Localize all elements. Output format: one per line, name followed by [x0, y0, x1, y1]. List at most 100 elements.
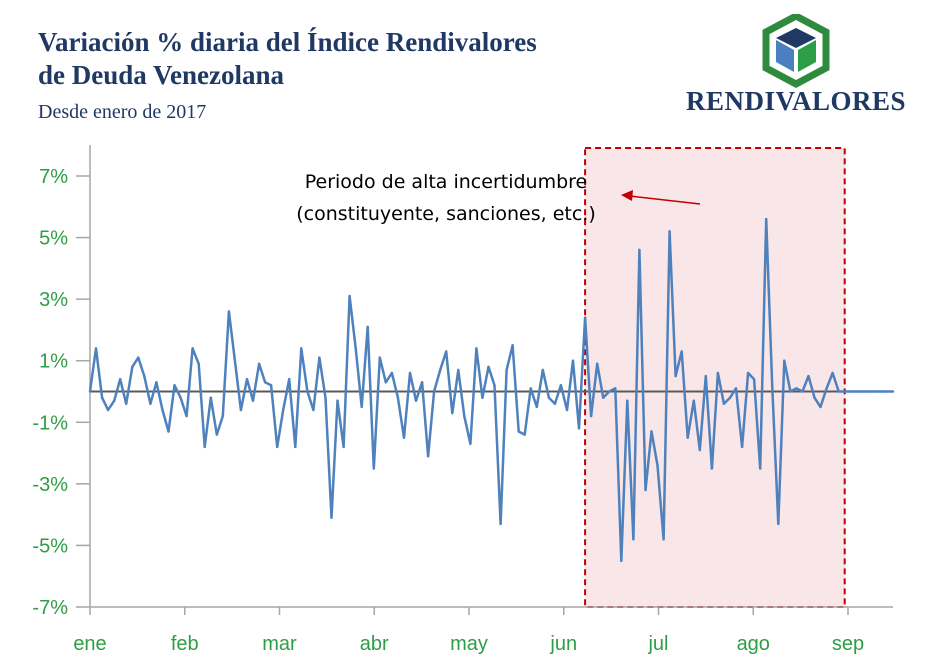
- data-point: [771, 384, 774, 387]
- logo-cube-left: [776, 40, 794, 72]
- data-point: [414, 399, 418, 402]
- data-point: [149, 402, 152, 405]
- data-point: [849, 390, 852, 393]
- data-point: [426, 455, 430, 458]
- data-point: [106, 408, 110, 412]
- data-point: [372, 467, 375, 470]
- data-point: [451, 411, 454, 415]
- data-point: [179, 396, 182, 399]
- data-point: [100, 396, 104, 399]
- data-point: [801, 390, 804, 393]
- x-tick-label: jul: [647, 633, 668, 655]
- data-point: [463, 414, 466, 418]
- data-point: [571, 359, 575, 362]
- logo-hexagon-frame: [762, 14, 830, 88]
- data-point: [692, 399, 695, 402]
- data-point: [396, 396, 400, 399]
- data-point: [137, 356, 140, 359]
- data-point: [88, 390, 92, 393]
- data-point: [535, 405, 538, 409]
- data-point: [783, 359, 786, 362]
- data-point: [233, 359, 237, 362]
- data-point: [487, 365, 490, 369]
- logo-cube-right: [798, 40, 816, 72]
- data-point: [722, 402, 726, 405]
- data-point: [855, 390, 858, 393]
- data-point: [602, 396, 605, 399]
- data-point: [686, 436, 689, 439]
- y-tick-label: -3%: [32, 474, 68, 496]
- data-point: [475, 347, 478, 350]
- logo-text: RENDIVALORES: [686, 86, 907, 116]
- x-tick-label: ene: [73, 633, 106, 655]
- data-point: [559, 384, 563, 387]
- data-point: [795, 387, 798, 390]
- series-line: [88, 217, 893, 563]
- data-point: [638, 248, 641, 252]
- data-point: [807, 374, 810, 378]
- y-tick-label: 7%: [39, 166, 68, 188]
- annotation-line1: Periodo de alta incertidumbre: [305, 171, 588, 193]
- data-point: [366, 325, 369, 329]
- data-point: [680, 350, 683, 353]
- data-point: [239, 408, 243, 412]
- data-point: [547, 396, 551, 399]
- data-point: [324, 396, 327, 399]
- y-tick-label: -5%: [32, 535, 68, 557]
- data-point: [257, 362, 261, 365]
- data-point: [318, 356, 321, 359]
- data-point: [716, 371, 720, 375]
- data-point: [577, 427, 581, 430]
- data-point: [221, 414, 224, 418]
- data-point: [336, 399, 339, 402]
- data-point: [269, 384, 273, 387]
- data-point: [674, 374, 677, 378]
- data-point: [191, 347, 194, 350]
- data-point: [384, 381, 387, 384]
- data-point: [294, 445, 297, 449]
- data-point: [879, 390, 883, 393]
- data-point: [710, 467, 714, 470]
- data-point: [867, 390, 870, 393]
- x-tick-label: feb: [171, 633, 199, 655]
- chart-title-line1: Variación % diaria del Índice Rendivalor…: [38, 27, 537, 57]
- data-point: [481, 396, 484, 399]
- y-tick-label: -1%: [32, 412, 68, 434]
- x-tick-label: may: [450, 633, 488, 655]
- highlight-region: [584, 147, 846, 608]
- data-point: [167, 430, 170, 433]
- data-point: [288, 378, 291, 381]
- data-point: [493, 384, 496, 387]
- data-point: [402, 436, 406, 439]
- annotation-arrow-line: [629, 195, 701, 205]
- data-point: [432, 390, 436, 393]
- chart-title: Variación % diaria del Índice Rendivalor…: [38, 26, 537, 92]
- data-point: [662, 538, 665, 541]
- data-point: [161, 408, 164, 412]
- data-point: [505, 368, 508, 372]
- data-point: [813, 396, 816, 399]
- y-tick-label: -7%: [32, 597, 68, 619]
- chart-subtitle: Desde enero de 2017: [38, 101, 207, 123]
- chart-title-line2: de Deuda Venezolana: [38, 60, 285, 90]
- data-point: [330, 516, 333, 519]
- data-point: [499, 522, 502, 526]
- data-point: [759, 467, 762, 470]
- x-tick-label: abr: [360, 633, 389, 655]
- data-point: [529, 387, 532, 390]
- x-tick-label: jun: [549, 633, 577, 655]
- data-point: [752, 378, 756, 381]
- annotation-arrowhead: [621, 190, 633, 201]
- data-point: [511, 344, 514, 347]
- data-point: [704, 374, 707, 378]
- data-point: [620, 559, 623, 562]
- data-point: [891, 390, 895, 393]
- data-point: [469, 442, 472, 445]
- data-point: [131, 365, 134, 369]
- data-point: [583, 316, 587, 319]
- data-point: [312, 408, 315, 412]
- data-point: [408, 371, 412, 375]
- data-point: [197, 362, 200, 365]
- data-point: [143, 374, 146, 378]
- data-point: [596, 362, 599, 365]
